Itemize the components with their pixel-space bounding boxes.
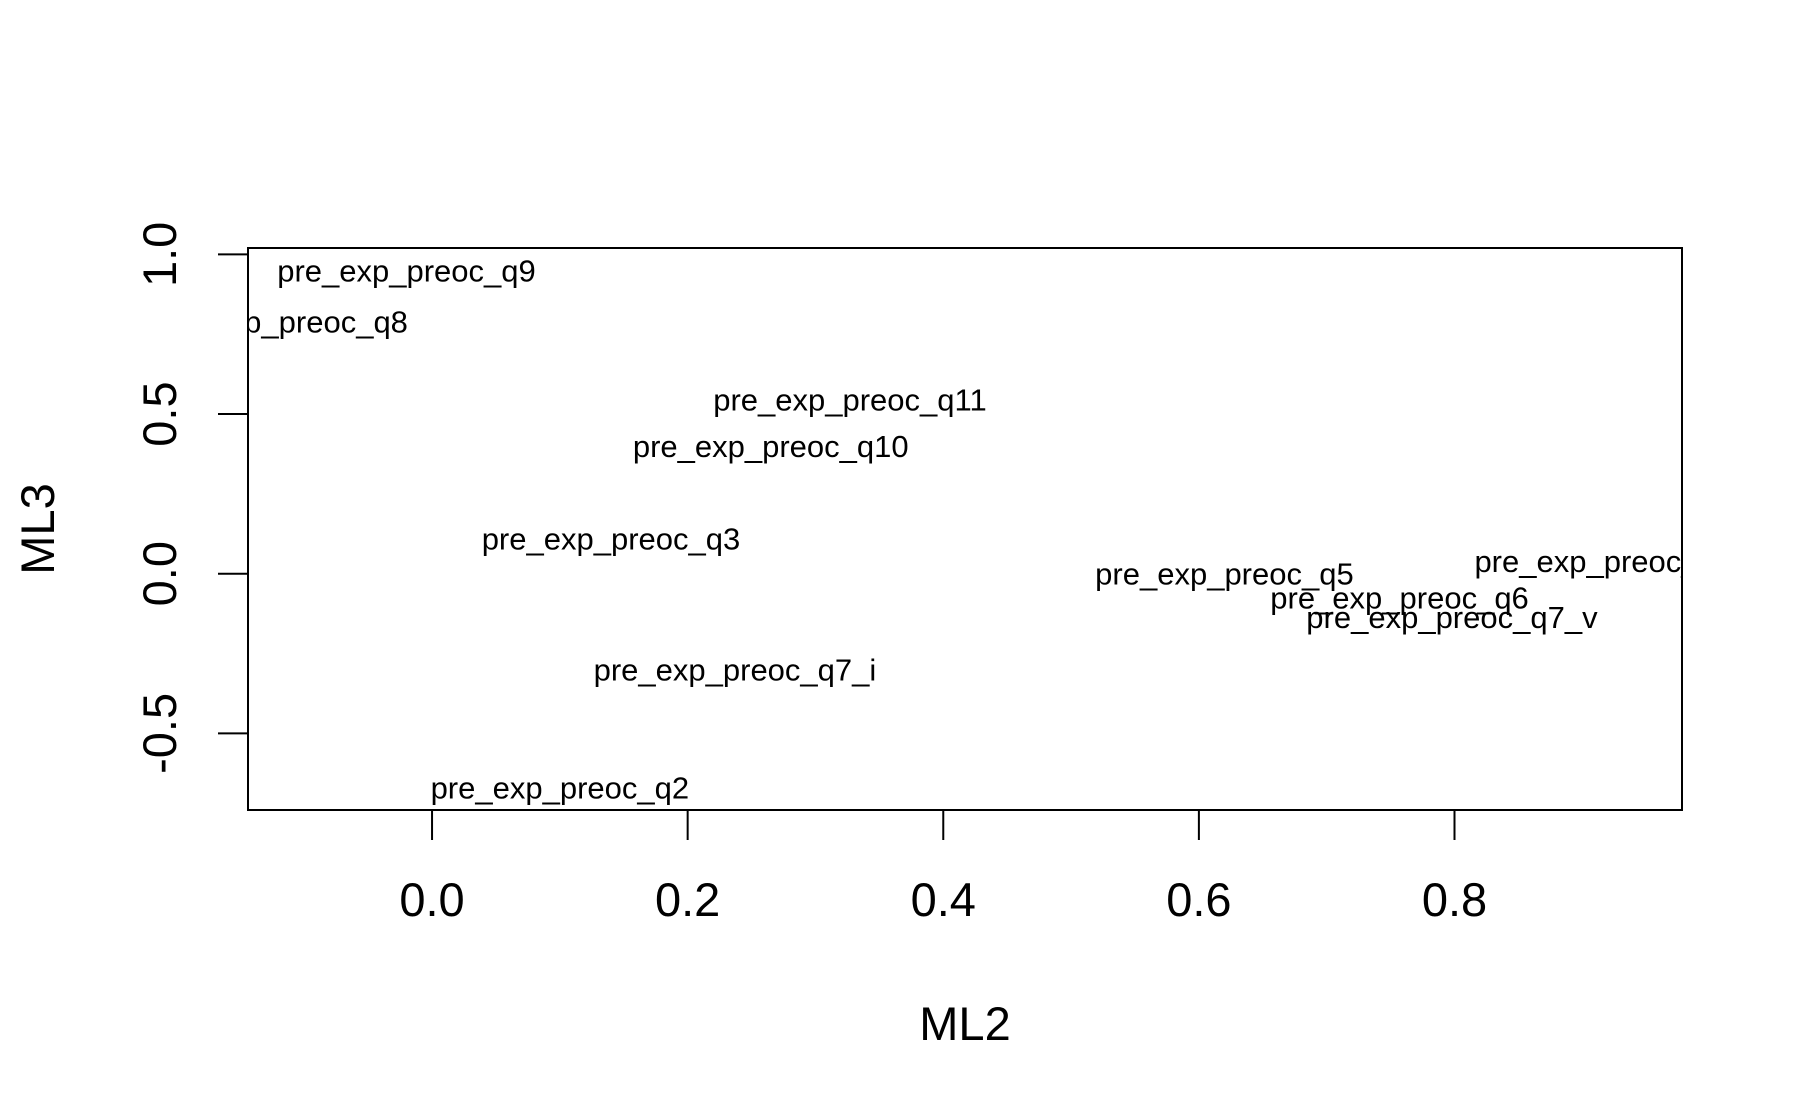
point-label: pre_exp_preoc_q5 [1095, 557, 1354, 592]
point-label: pre_exp_preoc_q [1474, 544, 1715, 579]
plot-frame [247, 247, 1683, 811]
y-axis-title: ML3 [11, 483, 64, 574]
point-label: pre_exp_preoc_q10 [633, 429, 909, 464]
x-axis: 0.0 0.2 0.4 0.6 0.8 [399, 809, 1487, 926]
y-tick-label: -0.5 [133, 693, 186, 774]
y-tick-label: 0.0 [133, 541, 186, 606]
point-label: pre_exp_preoc_q3 [482, 522, 741, 557]
x-tick-label: 0.0 [399, 873, 464, 926]
y-axis: -0.5 0.0 0.5 1.0 [133, 222, 249, 774]
point-labels: pre_exp_preoc_q9 pre_exp_preoc_q8 pre_exp_… [149, 253, 1715, 806]
x-tick-label: 0.6 [1166, 873, 1231, 926]
point-label: pre_exp_preoc_q7_i [594, 653, 877, 688]
y-tick-label: 0.5 [133, 381, 186, 446]
point-label: pre_exp_preoc_q7_v [1306, 600, 1598, 635]
x-axis-title: ML2 [919, 997, 1010, 1050]
point-label: pre_exp_preoc_q9 [277, 253, 536, 288]
x-tick-label: 0.2 [655, 873, 720, 926]
point-label: pre_exp_preoc_q11 [713, 383, 986, 418]
point-label: pre_exp_preoc_q2 [431, 771, 690, 806]
point-label: pre_exp_preoc_q8 [149, 304, 408, 339]
point-label: pre_exp_preoc_q6 [1270, 581, 1529, 616]
x-tick-label: 0.8 [1422, 873, 1487, 926]
y-tick-label: 1.0 [133, 222, 186, 287]
x-tick-label: 0.4 [911, 873, 976, 926]
